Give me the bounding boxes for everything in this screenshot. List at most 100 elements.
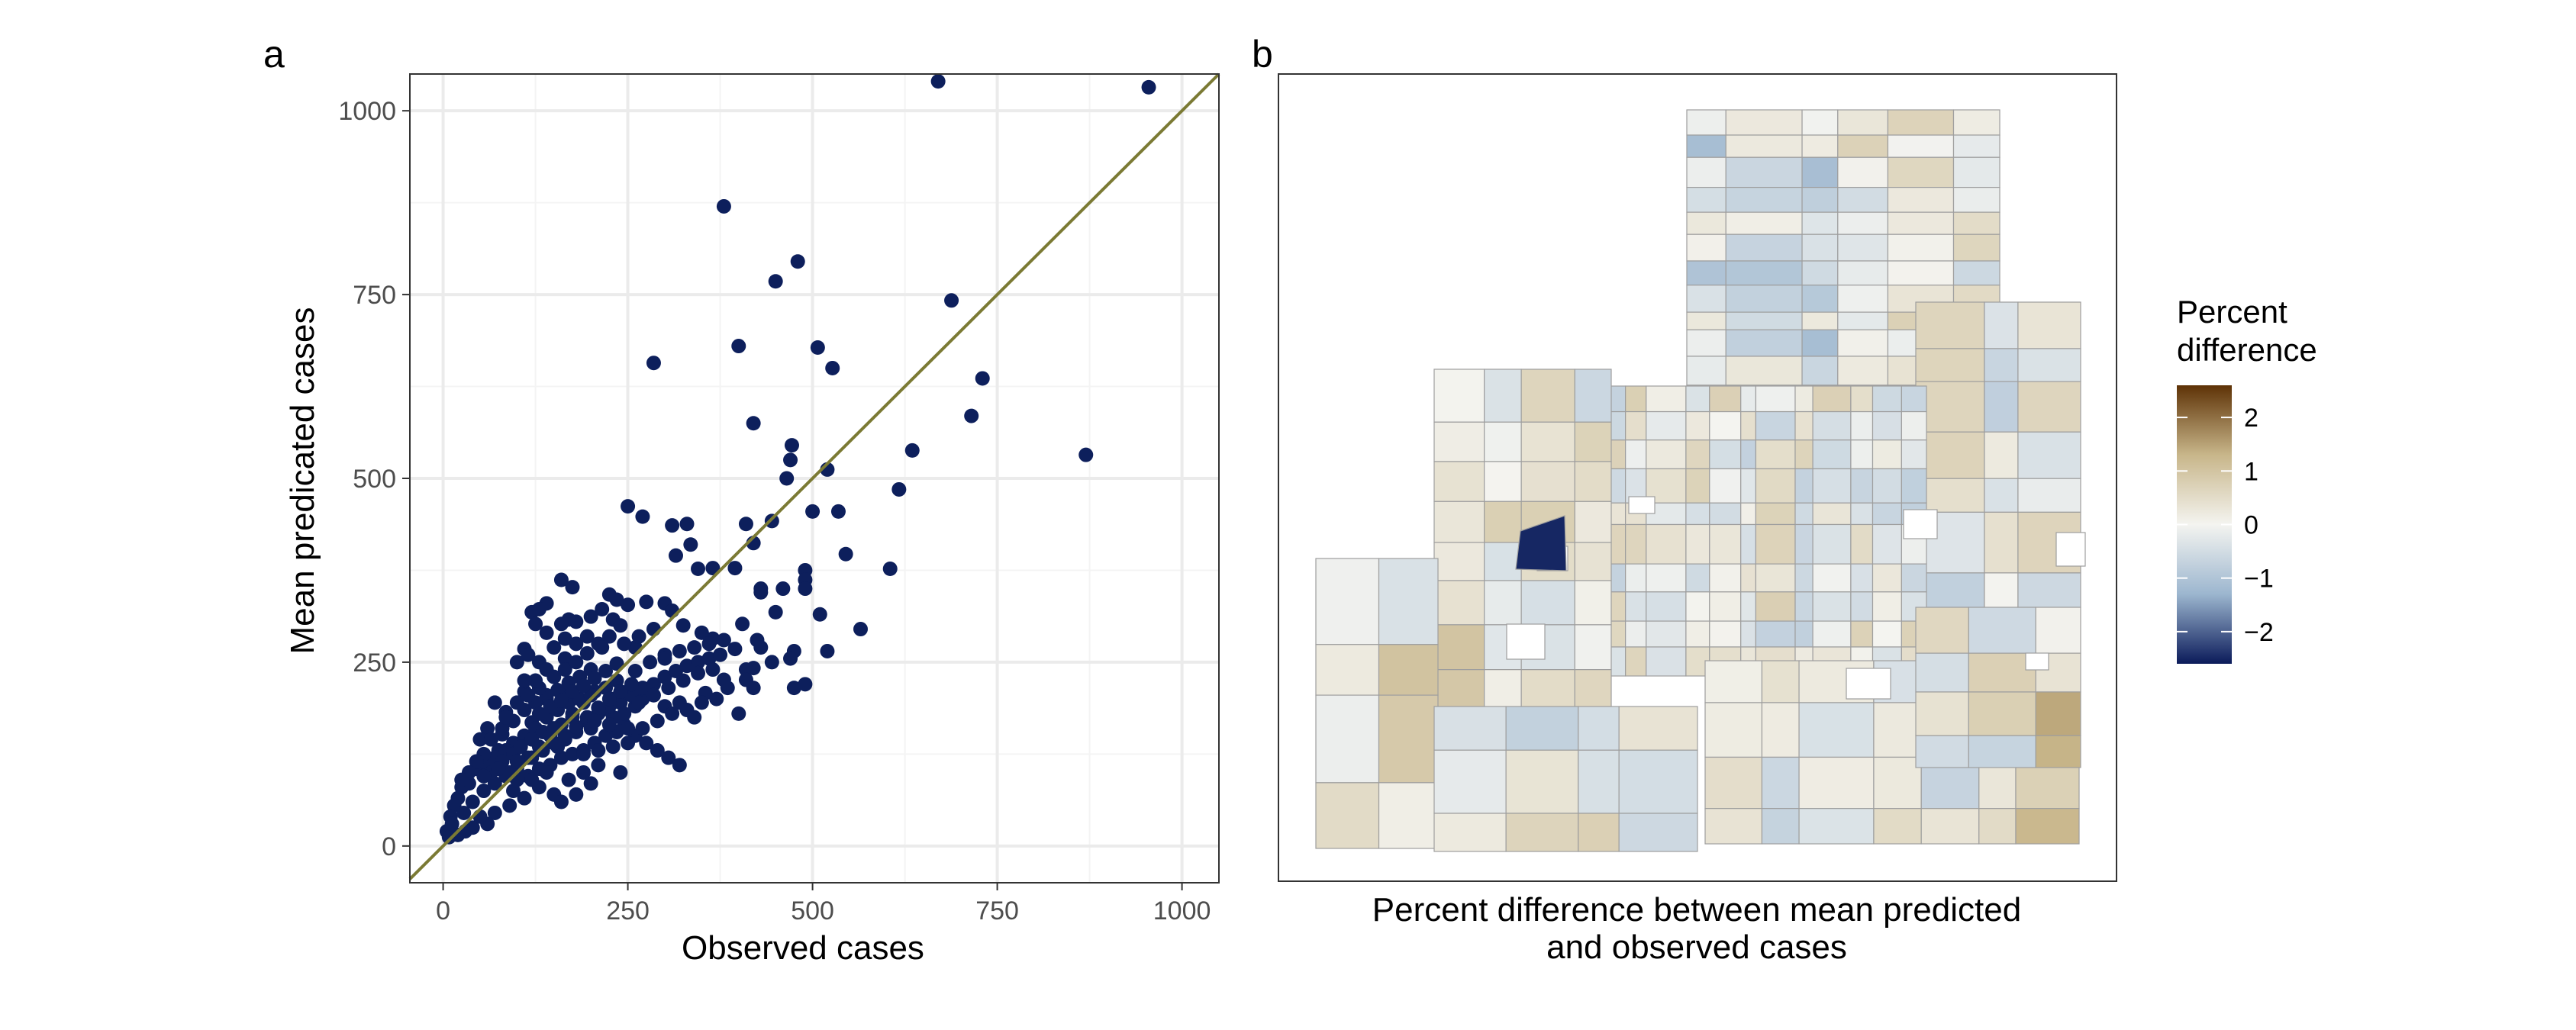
map-tract <box>1850 385 1874 413</box>
map-tract <box>1984 301 2019 349</box>
map-tract <box>1685 410 1710 441</box>
scatter-point <box>487 805 502 820</box>
scatter-point <box>790 254 805 269</box>
map-tract <box>1433 580 1485 626</box>
scatter-point <box>650 713 665 729</box>
scatter-point <box>716 198 731 214</box>
scatter-point <box>509 754 524 769</box>
scatter-point <box>569 787 584 802</box>
map-tract <box>1484 461 1522 502</box>
map-tract <box>1794 410 1814 441</box>
scatter-point <box>753 584 769 600</box>
scatter-point <box>621 597 636 613</box>
map-tract <box>1725 311 1803 330</box>
scatter-point <box>491 761 506 777</box>
scatter-point <box>498 710 514 725</box>
scatter-point <box>476 768 492 784</box>
scatter-point <box>601 691 617 707</box>
map-tract <box>1794 591 1814 622</box>
scatter-point <box>830 504 846 519</box>
map-tract <box>1850 410 1874 441</box>
map-tract <box>1915 652 1969 693</box>
map-tract <box>1837 233 1889 262</box>
map-tract <box>1984 572 2019 608</box>
scatter-point <box>716 632 731 648</box>
map-tract <box>1484 421 1522 462</box>
map-tract <box>1709 468 1742 504</box>
map-tract <box>1686 186 1726 213</box>
map-tract <box>1378 782 1439 849</box>
map-tract <box>1872 620 1902 648</box>
map-tract <box>1872 439 1902 470</box>
map-tract <box>1887 134 1955 158</box>
scatter-point <box>727 561 743 576</box>
x-tick-label: 1000 <box>1153 896 1211 925</box>
map-tract <box>1574 421 1612 462</box>
map-tract <box>1709 502 1742 526</box>
map-tract <box>1872 468 1902 504</box>
map-tract <box>1484 580 1522 626</box>
map-tract <box>1646 591 1687 622</box>
scatter-point <box>591 743 606 758</box>
map-tract <box>1755 563 1796 593</box>
map-tract <box>1686 311 1726 330</box>
scatter-point <box>687 640 702 655</box>
scatter-point <box>904 443 920 458</box>
map-tract <box>1801 260 1839 286</box>
map-tract <box>1484 369 1522 423</box>
map-tract <box>1578 749 1620 814</box>
map-caption-line2: and observed cases <box>1546 929 1847 967</box>
scatter-point <box>587 713 602 729</box>
scatter-point <box>528 673 543 688</box>
map-tract <box>1812 468 1852 504</box>
map-tract <box>1686 156 1726 188</box>
map-tract <box>1378 694 1439 784</box>
scatter-point <box>672 758 687 773</box>
map-tract <box>1812 523 1852 565</box>
scatter-point <box>521 647 536 662</box>
scatter-point <box>506 784 521 799</box>
map-tract <box>1872 502 1902 526</box>
map-tract <box>1794 439 1814 470</box>
map-tract <box>1798 702 1875 758</box>
map-tract <box>1574 624 1612 671</box>
scatter-point <box>591 758 606 773</box>
map-tract <box>1901 439 1927 470</box>
map-tract <box>1378 644 1439 696</box>
scatter-point <box>565 706 580 721</box>
map-tract <box>1646 563 1687 593</box>
x-tick-label: 750 <box>975 896 1019 925</box>
map-tract <box>1625 439 1647 470</box>
scatter-point <box>583 776 598 791</box>
map-tract <box>1952 211 2001 235</box>
map-tract <box>1646 385 1687 413</box>
map-tract <box>2035 607 2081 654</box>
map-tract <box>1740 620 1757 648</box>
scatter-point <box>524 732 540 747</box>
map-tract <box>1887 211 1955 235</box>
map-tract <box>1704 702 1763 758</box>
map-tract <box>1685 439 1710 470</box>
scatter-point <box>605 739 621 755</box>
map-tract <box>1625 563 1647 593</box>
scatter-point <box>764 655 779 670</box>
scatter-point <box>569 636 584 652</box>
map-tract <box>1704 808 1763 845</box>
map-tract <box>1837 285 1889 313</box>
scatter-point <box>701 651 717 666</box>
map-tract <box>1837 134 1889 158</box>
map-tract <box>1872 523 1902 565</box>
map-tract <box>2015 808 2080 845</box>
scatter-point <box>598 728 614 743</box>
scatter-point <box>891 481 907 497</box>
scatter-point <box>454 772 469 787</box>
scatter-point <box>691 655 706 670</box>
map-tract <box>1433 501 1485 543</box>
map-tract <box>1984 478 2019 513</box>
y-tick-label: 500 <box>353 465 396 494</box>
scatter-point <box>565 580 580 595</box>
scatter-point <box>557 651 572 666</box>
map-tract <box>1850 620 1874 648</box>
map-tract <box>1646 646 1687 677</box>
choropleth-map <box>1278 73 2117 882</box>
